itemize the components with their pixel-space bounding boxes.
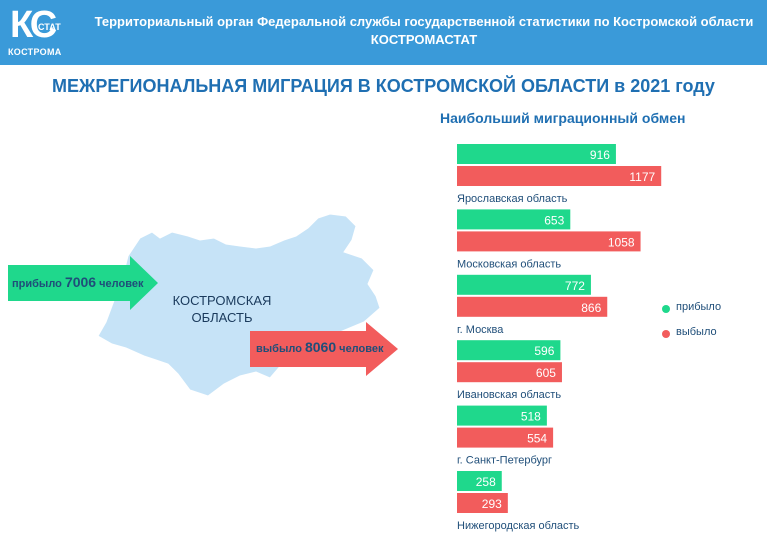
category-label: Нижегородская область xyxy=(457,520,580,532)
legend-departed-dot xyxy=(662,330,670,338)
bar-departed xyxy=(457,231,641,252)
bar-value-label: 772 xyxy=(565,279,585,293)
bar-value-label: 1058 xyxy=(608,235,635,249)
departure-value: 8060 xyxy=(304,339,337,355)
departure-arrow xyxy=(250,322,398,376)
bar-arrived xyxy=(457,209,571,230)
bar-value-label: 916 xyxy=(590,148,610,162)
category-label: г. Москва xyxy=(457,324,504,336)
bar-value-label: 258 xyxy=(476,475,496,489)
organization-short-name: КОСТРОМАСТАТ xyxy=(370,32,478,47)
header-bar: КС СТАТ КОСТРОМА Территориальный орган Ф… xyxy=(0,0,767,65)
bar-value-label: 1177 xyxy=(629,170,655,184)
bar-arrived xyxy=(457,274,591,295)
arrival-arrow xyxy=(8,256,158,310)
bar-arrived xyxy=(457,144,616,164)
legend-arrived-label: прибыло xyxy=(676,301,722,313)
bar-departed xyxy=(457,427,554,448)
legend-arrived-dot xyxy=(662,305,670,313)
departure-prefix: выбыло xyxy=(256,343,305,355)
logo-letters: КС xyxy=(10,4,57,46)
departure-suffix: человек xyxy=(336,343,384,355)
bar-departed xyxy=(457,362,562,383)
bar-value-label: 596 xyxy=(534,344,554,358)
kostroma-region-map xyxy=(97,213,381,397)
bar-arrived xyxy=(457,405,547,426)
arrival-prefix: прибыло xyxy=(12,278,65,290)
arrival-suffix: человек xyxy=(96,278,144,290)
arrival-value: 7006 xyxy=(64,274,97,290)
logo-city-text: КОСТРОМА xyxy=(8,47,62,57)
region-label-line1: КОСТРОМСКАЯ xyxy=(172,293,272,308)
bar-value-label: 605 xyxy=(536,366,556,380)
category-label: Московская область xyxy=(457,258,561,270)
bar-value-label: 293 xyxy=(482,497,502,511)
bar-departed xyxy=(457,166,662,186)
region-label-line2: ОБЛАСТЬ xyxy=(191,310,253,325)
category-label: Ярославская область xyxy=(457,193,568,205)
bar-arrived xyxy=(457,471,502,491)
category-label: г. Санкт-Петербург xyxy=(457,455,552,467)
category-label: Ивановская область xyxy=(457,389,561,401)
bar-value-label: 653 xyxy=(544,213,564,227)
bar-value-label: 554 xyxy=(527,432,547,446)
organization-name: Территориальный орган Федеральной службы… xyxy=(94,14,754,29)
departure-label: выбыло 8060 человек xyxy=(256,339,384,355)
legend-departed-label: выбыло xyxy=(676,326,717,338)
bar-value-label: 866 xyxy=(581,301,601,315)
arrival-label: прибыло 7006 человек xyxy=(12,274,143,290)
page-title: МЕЖРЕГИОНАЛЬНАЯ МИГРАЦИЯ В КОСТРОМСКОЙ О… xyxy=(52,76,715,96)
logo-stat-text: СТАТ xyxy=(38,22,61,32)
chart-title: Наибольший миграционный обмен xyxy=(440,110,686,126)
region-label: КОСТРОМСКАЯ ОБЛАСТЬ xyxy=(152,292,292,326)
bar-value-label: 518 xyxy=(521,410,541,424)
kostromastat-logo[interactable]: КС СТАТ КОСТРОМА xyxy=(8,4,74,60)
bar-arrived xyxy=(457,340,561,361)
bar-departed xyxy=(457,296,608,317)
bar-departed xyxy=(457,493,508,513)
